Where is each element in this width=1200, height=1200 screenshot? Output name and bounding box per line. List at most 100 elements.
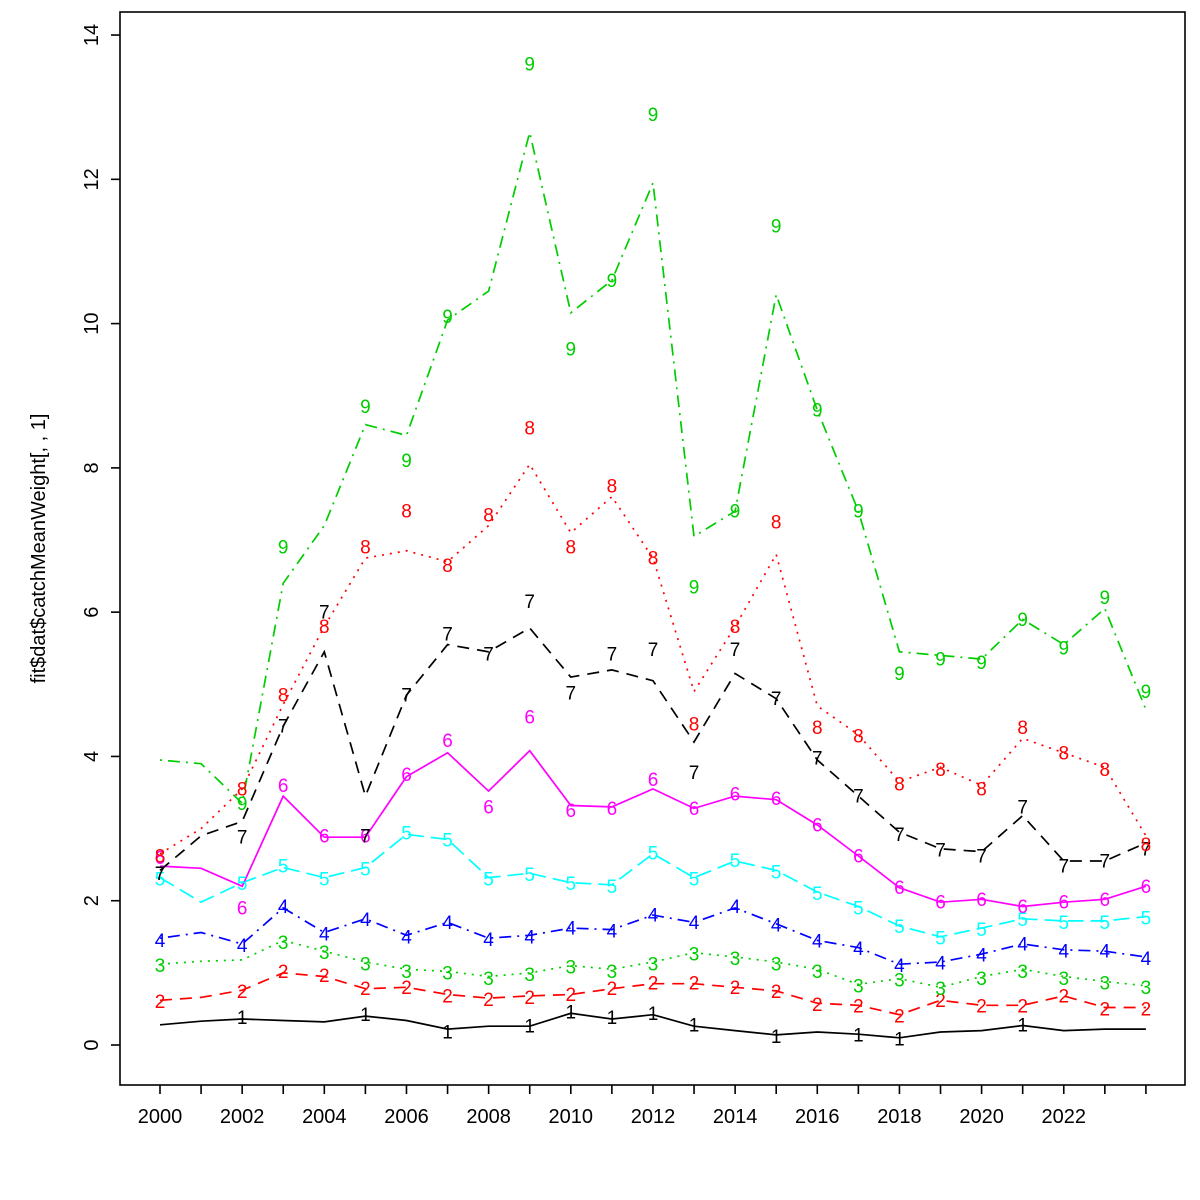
- x-tick-label: 2022: [1042, 1106, 1087, 1128]
- series-point-label: 2: [1017, 997, 1028, 1018]
- x-tick-label: 2018: [877, 1106, 922, 1128]
- series-point-label: 9: [524, 54, 535, 75]
- series-labels-1: 1 1 1 1 1 1 1 1 1 1 1 1: [237, 1002, 1028, 1050]
- series-point-label: 9: [1141, 682, 1152, 703]
- series-point-label: 7: [689, 763, 700, 784]
- series-point-label: 8: [524, 419, 535, 440]
- series-point-label: 2: [1059, 986, 1070, 1007]
- series-point-label: 6: [1059, 893, 1070, 914]
- series-point-label: 7: [1017, 797, 1028, 818]
- series-point-label: 2: [607, 979, 618, 1000]
- series-point-label: 6: [1141, 877, 1152, 898]
- series-point-label: 9: [1059, 639, 1070, 660]
- series-point-label: 5: [237, 874, 248, 895]
- x-tick-label: 2020: [959, 1106, 1004, 1128]
- series-point-label: 6: [689, 799, 700, 820]
- series-labels-2: 2 2 2 2 2 2 2 2 2 2 2 2 2 2 2 2 2 2 2 2 2 2 2 2: [155, 962, 1151, 1028]
- series-point-label: 3: [689, 945, 700, 966]
- series-point-label: 2: [237, 982, 248, 1003]
- series-point-label: 9: [1100, 588, 1111, 609]
- series-point-label: 6: [360, 826, 371, 847]
- series-point-label: 9: [237, 794, 248, 815]
- series-point-label: 5: [566, 874, 577, 895]
- series-point-label: 2: [689, 974, 700, 995]
- series-point-label: 8: [607, 476, 618, 497]
- series-point-label: 3: [360, 955, 371, 976]
- series-point-label: 3: [524, 965, 535, 986]
- y-tick-label: 14: [81, 24, 103, 46]
- series-point-label: 7: [1141, 839, 1152, 860]
- series-point-label: 3: [155, 956, 166, 977]
- series-point-label: 3: [1141, 978, 1152, 999]
- series-point-label: 4: [155, 931, 166, 952]
- series-point-label: 4: [1141, 949, 1152, 970]
- series-line-2: [159, 972, 1146, 1016]
- y-tick-label: 0: [81, 1039, 103, 1050]
- series-point-label: 5: [853, 898, 864, 919]
- series-point-label: 3: [1100, 974, 1111, 995]
- series-labels-3: 3 3 3 3 3 3 3 3 3 3 3 3 3 3 3 3 3 3 3 3 3 3 3: [155, 933, 1151, 1000]
- x-axis: 2000 2002 2004 2006 2008 2010 2012 2014 2016 2018…: [138, 1085, 1147, 1128]
- series-point-label: 4: [237, 936, 248, 957]
- x-tick-label: 2006: [384, 1106, 429, 1128]
- series-point-label: 3: [442, 963, 453, 984]
- series-point-label: 4: [278, 897, 289, 918]
- series-point-label: 3: [607, 962, 618, 983]
- series-point-label: 4: [689, 913, 700, 934]
- series-point-label: 8: [319, 617, 330, 638]
- series-point-label: 8: [894, 774, 905, 795]
- series-point-label: 4: [976, 945, 987, 966]
- series-point-label: 3: [1059, 969, 1070, 990]
- series-point-label: 1: [442, 1023, 453, 1044]
- series-point-label: 7: [319, 603, 330, 624]
- series-labels-4: 4 4 4 4 4 4 4 4 4 4 4 4 4 4 4 4 4 4 4 4 4 4 4 4: [155, 897, 1152, 977]
- series-point-label: 2: [278, 962, 289, 983]
- series-point-label: 8: [566, 538, 577, 559]
- series-point-label: 5: [1017, 910, 1028, 931]
- series-point-label: 2: [648, 974, 659, 995]
- series-point-label: 9: [812, 401, 823, 422]
- series-point-label: 5: [319, 870, 330, 891]
- series-point-label: 3: [730, 949, 741, 970]
- series-point-label: 6: [935, 893, 946, 914]
- series-point-label: 9: [566, 339, 577, 360]
- series-point-label: 7: [401, 686, 412, 707]
- series-line-1: [159, 1012, 1146, 1039]
- x-tick-label: 2000: [138, 1106, 183, 1128]
- series-point-label: 8: [237, 779, 248, 800]
- x-tick-label: 2014: [713, 1106, 758, 1128]
- series-point-label: 1: [648, 1004, 659, 1025]
- series-point-label: 4: [1017, 935, 1028, 956]
- series-point-label: 7: [524, 592, 535, 613]
- series-point-label: 4: [1100, 942, 1111, 963]
- series-point-label: 1: [360, 1005, 371, 1026]
- series-point-label: 7: [853, 787, 864, 808]
- series-point-label: 6: [976, 890, 987, 911]
- series-point-label: 3: [894, 971, 905, 992]
- series-point-label: 4: [401, 927, 412, 948]
- series-point-label: 5: [935, 929, 946, 950]
- series-point-label: 2: [360, 979, 371, 1000]
- series-point-label: 6: [1017, 897, 1028, 918]
- y-tick-label: 10: [81, 312, 103, 334]
- series-point-label: 2: [483, 990, 494, 1011]
- series-point-label: 8: [730, 617, 741, 638]
- series-point-label: 6: [401, 765, 412, 786]
- series-point-label: 5: [1141, 909, 1152, 930]
- series-point-label: 4: [894, 956, 905, 977]
- series-point-label: 5: [1059, 913, 1070, 934]
- series-line-7: [159, 626, 1147, 872]
- series-point-label: 4: [853, 939, 864, 960]
- series-point-label: 3: [853, 976, 864, 997]
- series-point-label: 4: [771, 916, 782, 937]
- series-point-label: 9: [607, 271, 618, 292]
- series-line-9: [159, 132, 1147, 806]
- series-labels-9: 9 9 9 9 9 9 9 9 9 9 9 9 9 9 9 9 9 9 9 9 9: [237, 54, 1151, 814]
- series-point-label: 1: [524, 1017, 535, 1038]
- series-point-label: 7: [278, 717, 289, 738]
- y-tick-label: 8: [81, 462, 103, 473]
- series-point-label: 4: [607, 922, 618, 943]
- series-point-label: 7: [935, 841, 946, 862]
- series-point-label: 8: [771, 513, 782, 534]
